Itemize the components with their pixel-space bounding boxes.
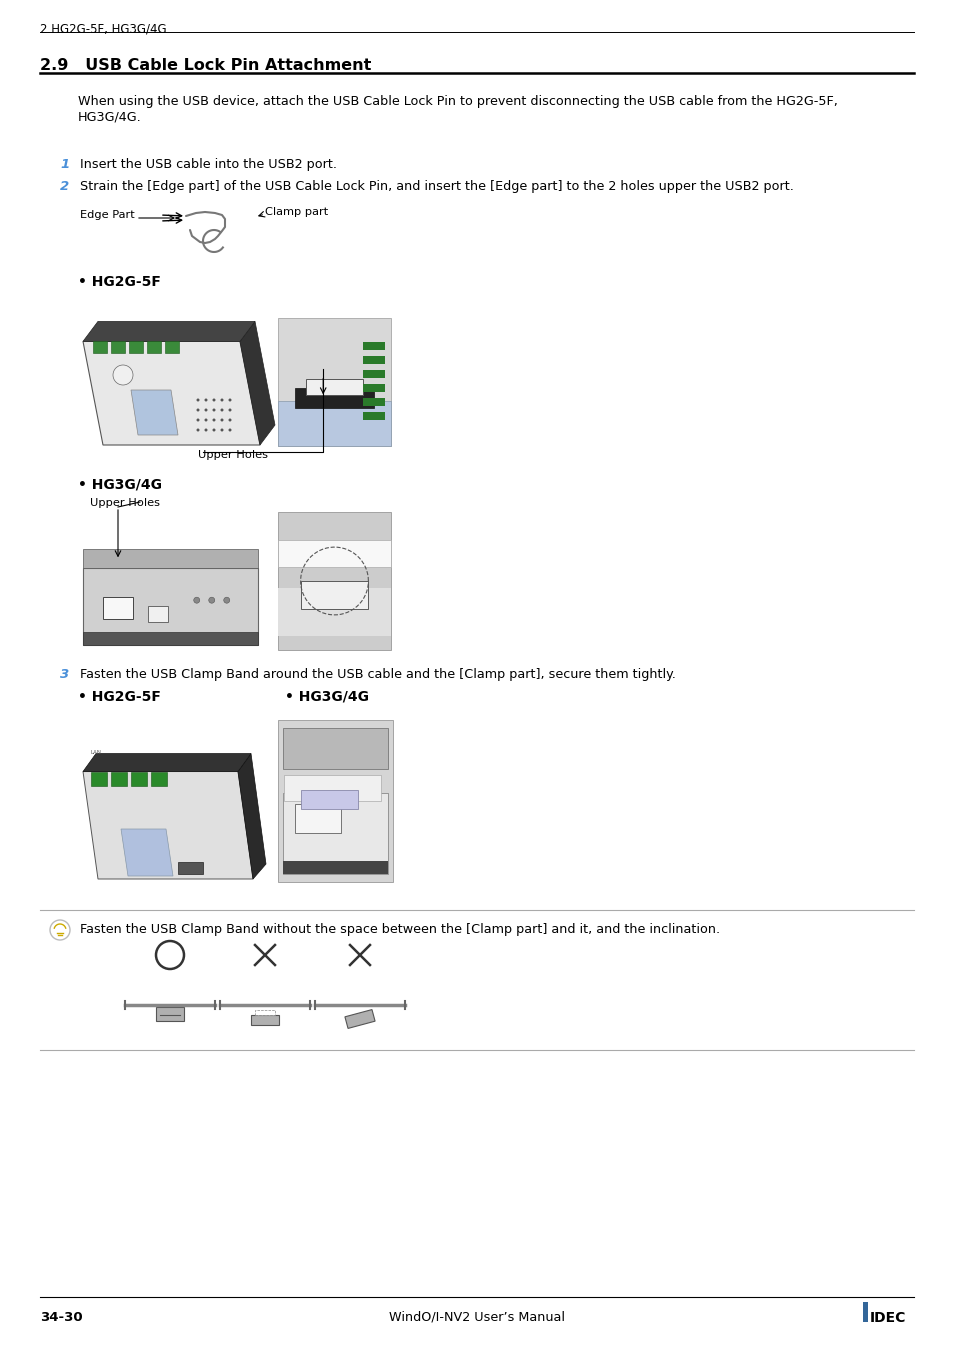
Polygon shape: [237, 753, 266, 879]
Bar: [277, 512, 391, 649]
Text: 3: 3: [60, 668, 70, 680]
Circle shape: [229, 409, 232, 412]
Text: When using the USB device, attach the USB Cable Lock Pin to prevent disconnectin: When using the USB device, attach the US…: [78, 95, 837, 123]
Text: Upper Holes: Upper Holes: [198, 450, 268, 460]
Circle shape: [196, 428, 199, 432]
Circle shape: [196, 398, 199, 401]
Bar: [254, 1010, 274, 1015]
Bar: [83, 632, 257, 645]
Bar: [362, 398, 385, 406]
Circle shape: [220, 398, 223, 401]
Text: Fasten the USB Clamp Band without the space between the [Clamp part] and it, and: Fasten the USB Clamp Band without the sp…: [80, 923, 720, 936]
Bar: [148, 606, 168, 622]
Circle shape: [220, 428, 223, 432]
Bar: [111, 772, 127, 786]
Bar: [277, 401, 391, 446]
Text: LAN: LAN: [91, 751, 102, 755]
Text: Strain the [Edge part] of the USB Cable Lock Pin, and insert the [Edge part] to : Strain the [Edge part] of the USB Cable …: [80, 180, 793, 193]
Bar: [277, 587, 391, 636]
Text: Clamp part: Clamp part: [265, 207, 328, 217]
Circle shape: [229, 428, 232, 432]
Circle shape: [224, 597, 230, 603]
Bar: [131, 772, 147, 786]
Circle shape: [112, 364, 132, 385]
Circle shape: [204, 428, 208, 432]
Text: • HG3G/4G: • HG3G/4G: [78, 478, 162, 491]
Bar: [294, 389, 374, 408]
Bar: [283, 728, 388, 768]
Polygon shape: [83, 321, 254, 342]
Bar: [283, 861, 388, 873]
Bar: [362, 412, 385, 420]
Bar: [362, 343, 385, 351]
Circle shape: [229, 398, 232, 401]
Bar: [277, 540, 391, 567]
Circle shape: [209, 597, 214, 603]
Bar: [362, 370, 385, 378]
Text: • HG2G-5F: • HG2G-5F: [78, 275, 161, 289]
Bar: [251, 1015, 278, 1025]
Text: Insert the USB cable into the USB2 port.: Insert the USB cable into the USB2 port.: [80, 158, 336, 171]
Bar: [294, 805, 341, 833]
Bar: [277, 319, 391, 446]
Circle shape: [213, 398, 215, 401]
Bar: [129, 342, 143, 354]
Circle shape: [213, 409, 215, 412]
Text: 1: 1: [60, 158, 70, 171]
Polygon shape: [240, 321, 274, 446]
Text: 34-30: 34-30: [40, 1311, 83, 1324]
Bar: [301, 790, 358, 809]
Bar: [178, 863, 203, 873]
Text: WindO/I-NV2 User’s Manual: WindO/I-NV2 User’s Manual: [389, 1311, 564, 1324]
Bar: [862, 1301, 867, 1322]
Circle shape: [220, 418, 223, 421]
Circle shape: [196, 418, 199, 421]
Circle shape: [204, 398, 208, 401]
Circle shape: [229, 418, 232, 421]
Bar: [156, 1007, 184, 1021]
Text: • HG2G-5F: • HG2G-5F: [78, 690, 161, 703]
Bar: [91, 772, 107, 786]
Bar: [165, 342, 179, 354]
Polygon shape: [131, 390, 178, 435]
Polygon shape: [121, 829, 172, 876]
Bar: [362, 385, 385, 393]
Text: 2 HG2G-5F, HG3G/4G: 2 HG2G-5F, HG3G/4G: [40, 22, 167, 35]
Circle shape: [220, 409, 223, 412]
Bar: [362, 356, 385, 365]
Bar: [103, 598, 132, 620]
Bar: [83, 568, 257, 645]
Text: Edge Part: Edge Part: [80, 211, 134, 220]
Circle shape: [204, 409, 208, 412]
Bar: [83, 549, 257, 568]
Polygon shape: [83, 753, 251, 772]
Text: IDEC: IDEC: [869, 1311, 905, 1324]
Text: 2.9   USB Cable Lock Pin Attachment: 2.9 USB Cable Lock Pin Attachment: [40, 58, 371, 73]
Bar: [151, 772, 167, 786]
Bar: [300, 580, 368, 609]
Text: • HG3G/4G: • HG3G/4G: [285, 690, 369, 703]
Bar: [111, 342, 125, 354]
Bar: [277, 720, 393, 882]
Circle shape: [193, 597, 199, 603]
Polygon shape: [345, 1010, 375, 1029]
Bar: [306, 379, 362, 394]
Text: 2: 2: [60, 180, 70, 193]
Polygon shape: [83, 772, 253, 879]
Text: Upper Holes: Upper Holes: [90, 498, 160, 508]
Polygon shape: [83, 342, 260, 446]
Bar: [147, 342, 161, 354]
Text: Fasten the USB Clamp Band around the USB cable and the [Clamp part], secure them: Fasten the USB Clamp Band around the USB…: [80, 668, 675, 680]
Circle shape: [213, 428, 215, 432]
Circle shape: [204, 418, 208, 421]
Bar: [283, 792, 388, 873]
Circle shape: [196, 409, 199, 412]
Circle shape: [50, 919, 70, 940]
Circle shape: [213, 418, 215, 421]
Bar: [92, 342, 107, 354]
Bar: [283, 775, 381, 801]
